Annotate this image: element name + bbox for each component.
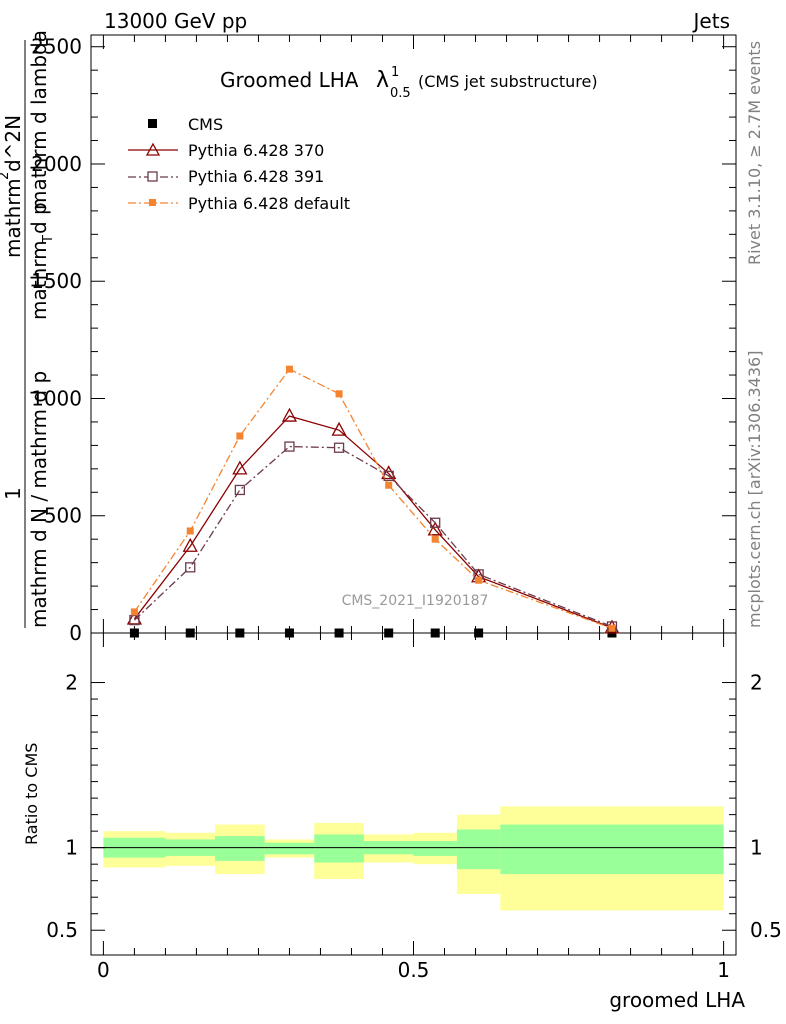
- pdefault-point: [335, 390, 343, 398]
- analysis-watermark: CMS_2021_I1920187: [342, 593, 489, 609]
- title-lambda: λ: [376, 68, 389, 93]
- series-layer: [126, 365, 620, 638]
- legend: CMS Pythia 6.428 370 Pythia 6.428 391 Py…: [128, 115, 350, 213]
- cms-point: [474, 628, 484, 638]
- pdefault-point: [236, 432, 244, 440]
- main-ytick-label: 2500: [31, 35, 82, 59]
- title-sup: 1: [391, 65, 399, 80]
- ratio-y-axis-label: Ratio to CMS: [22, 743, 41, 845]
- ratio-ytick-label-right: 0.5: [750, 918, 782, 942]
- p370-point: [126, 610, 143, 625]
- legend-label-p370: Pythia 6.428 370: [188, 141, 324, 160]
- main-title: Groomed LHA λ 1 0.5 (CMS jet substructur…: [220, 65, 598, 101]
- ratio-ytick-label-left: 2: [65, 671, 78, 695]
- ratio-bands: [91, 806, 736, 911]
- cms-point: [384, 628, 394, 638]
- p370-point: [281, 407, 298, 422]
- rivet-version-label: Rivet 3.1.10, ≥ 2.7M events: [745, 41, 764, 265]
- main-ytick-label: 0: [69, 621, 82, 645]
- ratio-xtick-label: 1: [717, 958, 730, 982]
- ratio-xtick-label: 0.5: [398, 958, 430, 982]
- title-main-text: Groomed LHA: [220, 68, 359, 92]
- y-label-denominator-1: mathrm d N / mathrm d p: [27, 371, 51, 628]
- p370-point: [427, 521, 443, 536]
- ratio-ytick-label-right: 2: [750, 671, 763, 695]
- legend-marker-p391: [147, 171, 158, 182]
- ratio-xtick-label: 0: [97, 958, 110, 982]
- legend-label-pdefault: Pythia 6.428 default: [188, 194, 350, 213]
- y-label-denominator-2: mathrm d p: [27, 202, 51, 320]
- ratio-ytick-label-right: 1: [750, 836, 763, 860]
- ratio-stat-band-4: [314, 834, 364, 863]
- ratio-stat-band-3: [264, 842, 315, 855]
- title-paren: (CMS jet substructure): [418, 72, 598, 91]
- ratio-stat-band-2: [215, 836, 265, 861]
- p391-point: [185, 562, 196, 573]
- p370-point: [182, 537, 198, 552]
- legend-label-p391: Pythia 6.428 391: [188, 167, 324, 186]
- cms-point: [129, 628, 139, 638]
- ratio-axis-ticks: 0.5 0.5 1 1 2 2 0 0.5 1: [46, 633, 782, 982]
- cms-point: [334, 628, 344, 638]
- main-ytick-label: 1000: [31, 386, 82, 410]
- pdefault-point: [475, 576, 483, 584]
- ratio-stat-band-7: [456, 829, 501, 870]
- main-ytick-label: 2000: [31, 152, 82, 176]
- y-label-one: 1: [1, 487, 25, 500]
- p370-point: [331, 421, 347, 436]
- p391-point: [284, 441, 295, 452]
- ratio-stat-band-6: [413, 841, 457, 856]
- ratio-stat-band-8: [500, 824, 724, 875]
- x-axis-label: groomed LHA: [609, 988, 745, 1012]
- main-ytick-label: 1500: [31, 269, 82, 293]
- title-sub: 0.5: [390, 86, 411, 101]
- p391-point: [333, 442, 345, 453]
- legend-marker-cms: [148, 119, 157, 128]
- ratio-ytick-label-left: 1: [65, 836, 78, 860]
- legend-marker-pdefault: [149, 199, 156, 206]
- cms-point: [430, 628, 440, 638]
- ratio-ytick-label-left: 0.5: [46, 918, 78, 942]
- pdefault-point: [608, 624, 616, 632]
- pdefault-point: [431, 535, 439, 543]
- main-axis-ticks: 0 500 1000 1500 2000 2500: [31, 35, 736, 645]
- y-label-sup-2: 2: [0, 172, 12, 180]
- p391-point: [129, 614, 140, 626]
- p370-point: [232, 460, 248, 475]
- pdefault-point: [285, 365, 293, 373]
- cms-point: [185, 628, 195, 638]
- y-label-numerator: mathrm d^2N: [1, 115, 25, 258]
- cms-point: [284, 628, 294, 638]
- pdefault-point: [385, 481, 393, 489]
- p391-point: [430, 517, 441, 528]
- p391-point: [234, 484, 245, 496]
- header-energy-label: 13000 GeV pp: [104, 9, 247, 33]
- series-line-3: [133, 368, 613, 629]
- mcplots-label: mcplots.cern.ch [arXiv:1306.3436]: [745, 351, 764, 628]
- pdefault-point: [130, 608, 138, 616]
- pdefault-point: [186, 527, 194, 535]
- y-label-sub-t: T: [41, 235, 56, 244]
- legend-label-cms: CMS: [188, 115, 223, 134]
- main-y-axis-label: 1 mathrm d^2N mathrm d N / mathrm d p ma…: [0, 30, 56, 628]
- y-label-denominator-3: mathrm d lambda: [27, 30, 51, 210]
- main-ytick-label: 500: [44, 504, 82, 528]
- p370-point: [381, 465, 397, 480]
- cms-point: [235, 628, 245, 638]
- series-line-2: [133, 445, 613, 628]
- header-jets-label: Jets: [692, 9, 730, 33]
- series-line-1: [133, 415, 613, 629]
- legend-marker-p370: [145, 142, 161, 156]
